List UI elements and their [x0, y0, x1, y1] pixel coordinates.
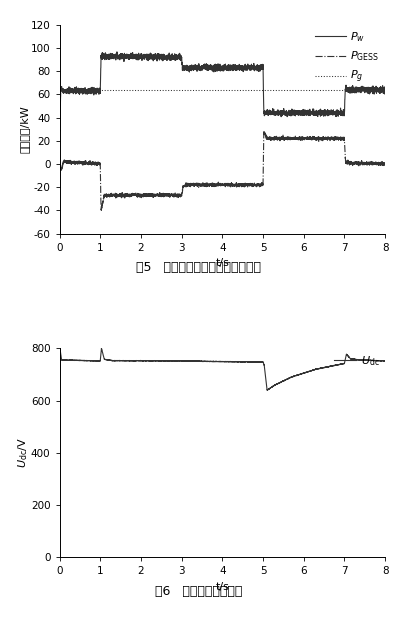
$U_{\rm dc}$ — [154, 357, 159, 365]
$U_{\rm dc}$ — [224, 358, 229, 365]
$P_{\rm GESS}$ — [62, 157, 66, 165]
X-axis label: t/s: t/s — [216, 258, 229, 268]
$P_g$ — [383, 86, 387, 93]
$P_g$ — [233, 86, 238, 93]
$P_w$ — [125, 51, 129, 59]
Legend: $U_{\rm dc}$: $U_{\rm dc}$ — [332, 352, 382, 370]
Y-axis label: 有功功率/kW: 有功功率/kW — [19, 105, 29, 153]
Y-axis label: $U_{\rm dc}$/V: $U_{\rm dc}$/V — [16, 437, 29, 468]
$P_{\rm GESS}$ — [383, 160, 387, 168]
$P_g$ — [251, 86, 256, 93]
$P_w$ — [132, 52, 137, 59]
$P_w$ — [383, 85, 387, 92]
$P_g$ — [57, 86, 62, 93]
Line: $U_{\rm dc}$: $U_{\rm dc}$ — [60, 348, 385, 557]
$P_w$ — [198, 63, 203, 71]
Line: $P_w$: $P_w$ — [60, 52, 385, 141]
$P_{\rm GESS}$ — [173, 190, 177, 197]
$P_w$ — [271, 110, 276, 117]
$U_{\rm dc}$ — [261, 360, 266, 367]
$P_w$ — [57, 137, 62, 144]
$P_{\rm GESS}$ — [262, 128, 266, 135]
X-axis label: t/s: t/s — [216, 582, 229, 592]
$U_{\rm dc}$ — [129, 357, 134, 365]
$U_{\rm dc}$ — [99, 345, 104, 352]
$U_{\rm dc}$ — [348, 355, 353, 362]
$P_w$ — [216, 67, 221, 74]
$U_{\rm dc}$ — [323, 363, 328, 371]
Text: 图6   直流母线电压波形: 图6 直流母线电压波形 — [155, 584, 242, 598]
$P_{\rm GESS}$ — [178, 192, 183, 199]
Line: $P_{\rm GESS}$: $P_{\rm GESS}$ — [60, 131, 385, 210]
$P_{\rm GESS}$ — [166, 192, 171, 199]
$P_{\rm GESS}$ — [139, 191, 144, 199]
$P_g$ — [324, 86, 329, 93]
Legend: $P_w$, $P_{\rm GESS}$, $P_g$: $P_w$, $P_{\rm GESS}$, $P_g$ — [313, 28, 382, 88]
$P_g$ — [212, 86, 216, 93]
$P_w$ — [369, 85, 374, 92]
$P_{\rm GESS}$ — [99, 206, 104, 214]
$P_{\rm GESS}$ — [125, 191, 129, 198]
$P_g$ — [214, 86, 218, 93]
$P_{\rm GESS}$ — [57, 160, 62, 168]
Text: 图5   风储一体化系统内部功率平衡: 图5 风储一体化系统内部功率平衡 — [136, 261, 261, 274]
$U_{\rm dc}$ — [57, 553, 62, 561]
$P_w$ — [115, 48, 119, 56]
$U_{\rm dc}$ — [383, 357, 387, 365]
$P_g$ — [375, 86, 380, 93]
